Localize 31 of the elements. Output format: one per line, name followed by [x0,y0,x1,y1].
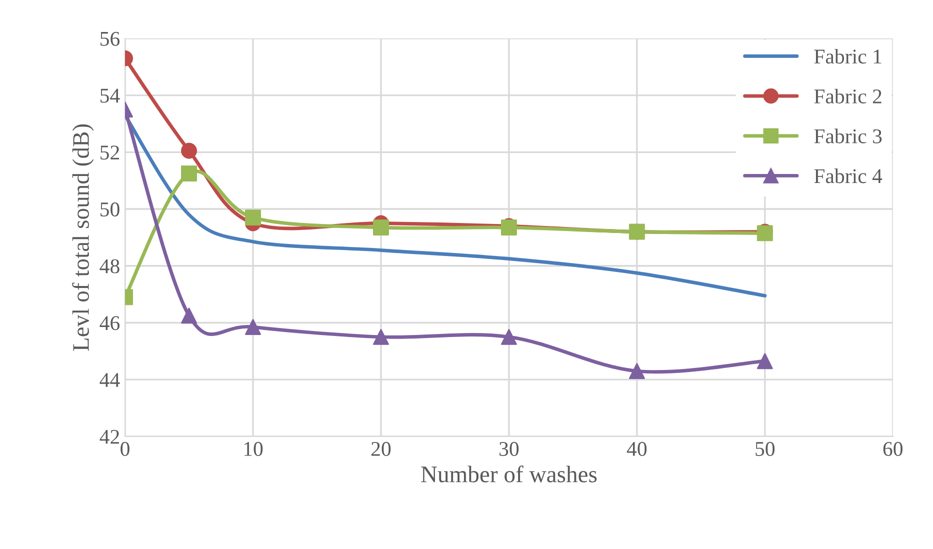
point [245,210,261,226]
x-tick-label: 40 [626,442,647,456]
y-tick-label: 56 [100,32,120,46]
legend-label: Fabric 3 [814,128,882,144]
x-tick-label: 60 [883,442,903,456]
y-tick-label: 44 [100,373,120,387]
x-axis-title: Number of washes [421,466,597,482]
x-tick-label: 10 [244,442,263,456]
y-axis-title: Levl of total sound (dB) [72,124,94,351]
legend-label: Fabric 2 [814,88,882,104]
y-tick-label: 42 [100,430,120,444]
y-tick-label: 48 [100,259,120,274]
y-tick-label: 52 [100,146,120,160]
x-tick-label: 50 [756,442,775,456]
point [245,319,261,335]
y-tick-label: 50 [100,202,120,216]
y-tick-label: 46 [100,316,120,330]
x-tick-label: 30 [500,442,519,456]
point [628,363,645,380]
legend-label: Fabric 1 [814,48,882,64]
point [372,220,389,236]
point [500,328,517,345]
point [181,142,197,159]
point [756,353,773,370]
legend-label: Fabric 4 [814,168,882,184]
x-tick-label: 20 [371,442,391,456]
point [181,308,197,324]
y-tick-label: 54 [100,88,120,103]
point [372,328,389,345]
point [181,165,197,182]
x-tick-label: 0 [120,442,130,456]
